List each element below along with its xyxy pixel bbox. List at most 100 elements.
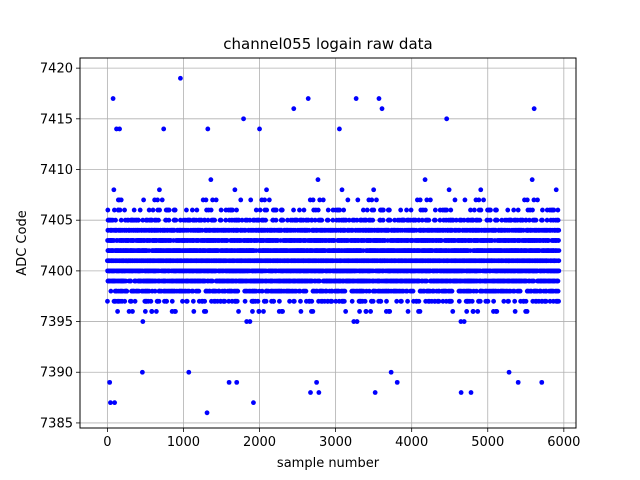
data-point xyxy=(446,187,452,193)
data-point xyxy=(555,217,561,223)
data-point xyxy=(164,298,170,304)
data-point xyxy=(242,298,248,304)
data-point xyxy=(297,288,303,294)
data-point xyxy=(280,309,285,314)
data-point xyxy=(511,288,517,294)
data-point xyxy=(156,217,161,223)
data-point xyxy=(449,288,455,294)
data-point xyxy=(440,298,446,304)
data-point xyxy=(494,207,499,213)
data-point xyxy=(556,238,561,243)
data-point xyxy=(142,309,148,314)
data-point xyxy=(309,298,315,304)
data-point xyxy=(427,197,433,203)
data-point xyxy=(257,207,263,213)
data-point xyxy=(146,207,152,213)
data-point xyxy=(238,197,244,203)
data-point xyxy=(128,278,134,284)
data-point xyxy=(370,217,376,223)
data-point xyxy=(387,309,393,314)
data-point xyxy=(315,177,321,183)
x-tick-label: 3000 xyxy=(319,435,352,450)
data-point xyxy=(166,207,172,213)
data-point xyxy=(208,207,214,213)
y-tick-label: 7390 xyxy=(40,366,73,381)
data-point xyxy=(461,217,467,223)
y-tick-label: 7385 xyxy=(40,416,73,431)
x-tick-label: 2000 xyxy=(243,435,276,450)
data-point xyxy=(371,207,377,213)
data-point xyxy=(161,126,167,132)
data-point xyxy=(203,197,209,203)
data-point xyxy=(511,207,517,213)
data-point xyxy=(130,309,135,314)
data-point xyxy=(136,217,141,223)
data-point xyxy=(477,217,483,223)
data-point xyxy=(468,390,474,395)
data-point xyxy=(247,319,253,324)
data-point xyxy=(261,309,266,314)
x-tick-label: 6000 xyxy=(547,435,580,450)
data-point xyxy=(417,309,423,314)
data-point xyxy=(378,298,384,304)
data-point xyxy=(487,217,493,223)
data-point xyxy=(157,187,162,193)
x-tick-label: 0 xyxy=(103,435,111,450)
data-point xyxy=(137,207,143,213)
data-point xyxy=(131,207,137,213)
data-point xyxy=(310,197,316,203)
data-point xyxy=(426,217,432,223)
plot-frame xyxy=(79,57,577,429)
data-point xyxy=(366,288,372,294)
data-point xyxy=(316,390,322,395)
data-point xyxy=(370,298,376,304)
data-point xyxy=(555,278,561,284)
data-point xyxy=(404,288,410,294)
data-point xyxy=(405,309,411,314)
data-point xyxy=(488,207,493,213)
data-point xyxy=(139,369,145,375)
data-point xyxy=(374,197,379,203)
data-point xyxy=(156,298,162,304)
data-point xyxy=(357,309,362,314)
data-point xyxy=(515,207,521,213)
data-point xyxy=(341,207,347,213)
data-point xyxy=(476,197,482,203)
data-point xyxy=(531,278,537,284)
data-point xyxy=(241,116,246,122)
data-point xyxy=(266,197,272,203)
data-point xyxy=(475,309,481,314)
data-point xyxy=(209,278,215,284)
data-point xyxy=(150,207,156,213)
data-point xyxy=(544,217,550,223)
data-point xyxy=(533,217,539,223)
x-tick-label: 5000 xyxy=(471,435,504,450)
data-point xyxy=(360,207,366,213)
x-axis-ticks: 0 1000 2000 3000 4000 5000 6000 xyxy=(103,428,580,450)
data-point xyxy=(539,379,545,385)
data-point xyxy=(105,298,110,304)
data-point xyxy=(202,298,208,304)
data-point xyxy=(303,288,309,294)
grid xyxy=(80,58,576,428)
data-point xyxy=(264,207,270,213)
data-point xyxy=(398,207,404,213)
data-point xyxy=(212,217,218,223)
data-point xyxy=(208,177,214,183)
data-point xyxy=(314,379,319,385)
data-point xyxy=(232,187,238,193)
data-point xyxy=(279,207,285,213)
data-point xyxy=(471,207,477,213)
data-point xyxy=(494,217,500,223)
data-point xyxy=(273,217,279,223)
data-point xyxy=(126,309,132,314)
data-point xyxy=(432,207,438,213)
data-point xyxy=(115,309,120,314)
data-point xyxy=(556,227,562,233)
data-point xyxy=(273,207,279,213)
data-point xyxy=(524,197,530,203)
data-point xyxy=(173,217,179,223)
data-point xyxy=(148,298,154,304)
data-points xyxy=(104,75,562,416)
